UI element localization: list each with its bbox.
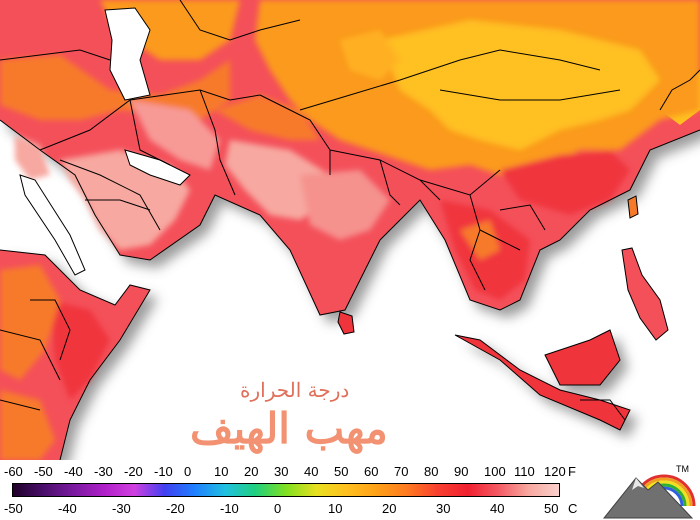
zone-hot-red-china-south [500,150,630,215]
celsius-tick: -10 [220,501,239,516]
celsius-tick: 0 [274,501,282,516]
fahrenheit-tick: 40 [304,464,319,479]
watermark-title: درجة الحرارة [240,378,350,402]
zone-warm-west [0,55,230,120]
celsius-unit: C [568,501,578,516]
zone-very-hot-levant [15,135,50,180]
fahrenheit-tick: 90 [454,464,469,479]
celsius-tick: 50 [544,501,559,516]
celsius-tick: -20 [166,501,185,516]
fahrenheit-tick: 20 [244,464,259,479]
celsius-tick: -40 [58,501,77,516]
fahrenheit-tick: 0 [184,464,192,479]
fahrenheit-tick: 80 [424,464,439,479]
fahrenheit-tick: -10 [154,464,173,479]
zone-very-hot-iran [130,100,220,170]
zone-warm-africa-west [0,265,60,380]
zone-warm-africa-south [0,390,55,460]
celsius-tick: 40 [490,501,505,516]
celsius-tick: -50 [4,501,23,516]
borneo-land [545,330,620,385]
philippines-land [622,248,668,340]
zone-hot-red-africa-east [50,300,110,400]
celsius-tick: -30 [112,501,131,516]
zone-very-hot-pakistan [225,140,330,220]
fahrenheit-tick: -40 [64,464,83,479]
fahrenheit-tick: 30 [274,464,289,479]
sri-lanka-land [338,312,354,334]
taiwan-land [628,196,638,218]
watermark: درجة الحرارة مهب الهيف [180,378,440,458]
color-scale-bar [12,483,560,497]
fahrenheit-tick: -30 [94,464,113,479]
fahrenheit-tick: 120 [544,464,566,479]
fahrenheit-tick: 60 [364,464,379,479]
fahrenheit-tick: -50 [34,464,53,479]
zone-very-hot-india [300,170,390,240]
fahrenheit-tick: -60 [4,464,23,479]
watermark-brand: مهب الهيف [190,404,388,453]
temperature-legend: -60 -50 -40 -30 -20 -10 0 10 20 30 40 50 60 70 80 90 100… [0,460,700,520]
zone-mild-yellow-tibet [340,30,400,80]
fahrenheit-tick: 100 [484,464,506,479]
zone-warm-hindukush [215,95,320,140]
mountain-icon [602,477,694,519]
zone-mild-yellow-china [380,20,660,150]
celsius-tick: 10 [328,501,343,516]
celsius-tick: 20 [382,501,397,516]
temperature-map [0,0,700,460]
fahrenheit-tick: -20 [124,464,143,479]
fahrenheit-tick: 70 [394,464,409,479]
zone-warm-sumatra [460,220,500,260]
fahrenheit-tick: 10 [214,464,229,479]
trademark-label: TM [676,464,689,474]
borders [0,0,700,460]
celsius-tick: 30 [436,501,451,516]
mountain-logo [602,474,696,519]
fahrenheit-unit: F [568,464,576,479]
fahrenheit-tick: 50 [334,464,349,479]
fahrenheit-tick: 110 [514,464,535,479]
